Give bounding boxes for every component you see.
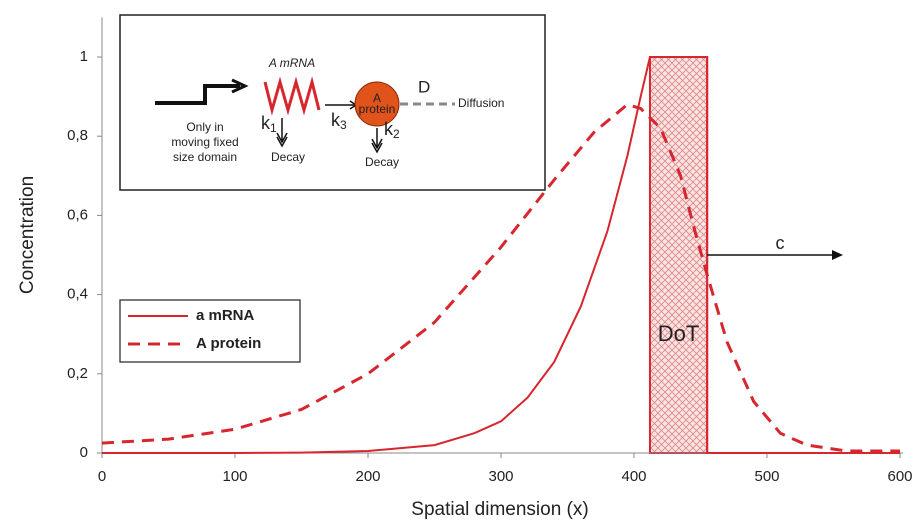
y-tick-label: 0,8 (67, 127, 88, 144)
k1-label: k1 (261, 113, 277, 135)
decay-label: Decay (365, 155, 399, 169)
region (648, 56, 709, 454)
x-tick-label: 100 (222, 468, 247, 485)
y-axis-title: Concentration (17, 176, 38, 294)
legend-label: a mRNA (196, 307, 255, 324)
x-tick-label: 200 (355, 468, 380, 485)
x-tick-label: 0 (98, 468, 106, 485)
y-tick-label: 0,4 (67, 286, 88, 303)
x-axis-title: Spatial dimension (x) (411, 499, 588, 520)
region-label: DoT (658, 321, 700, 346)
y-tick-label: 1 (80, 48, 88, 65)
decay-arrow-1 (276, 118, 288, 148)
diffusion-label: Diffusion (458, 96, 504, 110)
decay-label: Decay (271, 150, 305, 164)
legend-box (119, 299, 301, 363)
d-label: D (418, 77, 430, 96)
gene-label: Only in moving fixed size domain (171, 120, 238, 164)
series-line (101, 102, 900, 453)
y-tick-label: 0 (80, 444, 88, 461)
y-tick-label: 0,2 (67, 365, 88, 382)
protein-circle (354, 81, 400, 127)
y-tick-label: 0,6 (67, 206, 88, 223)
legend-label: A protein (196, 335, 261, 352)
x-tick-label: 300 (488, 468, 513, 485)
x-tick-label: 400 (621, 468, 646, 485)
velocity-label: c (776, 233, 785, 253)
velocity-head (832, 250, 843, 260)
series-line (102, 56, 900, 454)
legend: a mRNA A protein (119, 299, 301, 363)
k2-label: k2 (384, 119, 400, 141)
gene-icon (155, 84, 240, 105)
mrna-label: A mRNA (268, 56, 315, 70)
gene-arrow (231, 78, 249, 94)
x-tick-label: 500 (754, 468, 779, 485)
mrna-zigzag (263, 76, 321, 116)
x-tick-label: 600 (887, 468, 912, 485)
decay-arrow-2 (371, 128, 383, 154)
k3-label: k3 (331, 110, 347, 132)
